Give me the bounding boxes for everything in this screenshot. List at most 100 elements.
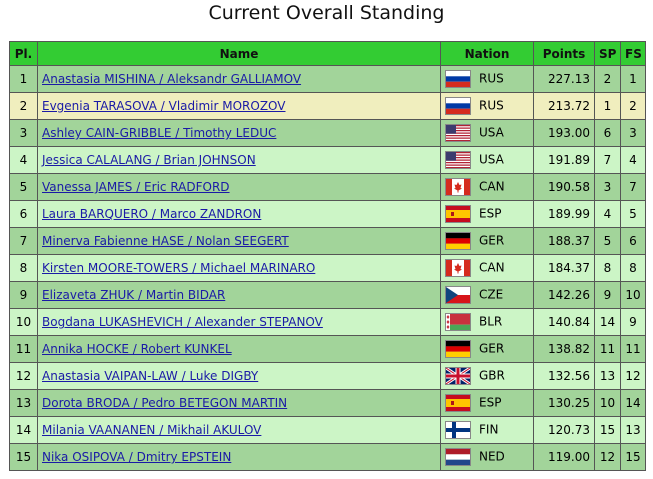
team-link[interactable]: Elizaveta ZHUK / Martin BIDAR [42, 288, 226, 302]
team-link[interactable]: Jessica CALALANG / Brian JOHNSON [42, 153, 256, 167]
team-link[interactable]: Anastasia VAIPAN-LAW / Luke DIGBY [42, 369, 259, 383]
points-cell: 140.84 [533, 308, 595, 336]
nation-cell: USA [440, 146, 534, 174]
flag-icon [445, 205, 471, 223]
fs-cell: 12 [620, 362, 646, 390]
rank-cell: 2 [9, 92, 38, 120]
column-header: Nation [440, 41, 534, 66]
flag-icon [445, 421, 471, 439]
table-row: 4 Jessica CALALANG / Brian JOHNSON USA 191.… [9, 146, 646, 174]
nation-code: GBR [479, 368, 505, 383]
fs-cell: 13 [620, 416, 646, 444]
points-cell: 213.72 [533, 92, 595, 120]
team-link[interactable]: Annika HOCKE / Robert KUNKEL [42, 342, 232, 356]
name-cell: Dorota BRODA / Pedro BETEGON MARTIN [37, 389, 441, 417]
rank-cell: 5 [9, 173, 38, 201]
sp-cell: 7 [594, 146, 621, 174]
fs-cell: 2 [620, 92, 646, 120]
nation-code: CAN [479, 260, 505, 275]
nation-cell: GER [440, 335, 534, 363]
fs-cell: 8 [620, 254, 646, 282]
table-row: 1 Anastasia MISHINA / Aleksandr GALLIAMOV… [9, 65, 646, 93]
name-cell: Vanessa JAMES / Eric RADFORD [37, 173, 441, 201]
sp-cell: 15 [594, 416, 621, 444]
nation-code: CAN [479, 179, 505, 194]
fs-cell: 15 [620, 443, 646, 471]
team-link[interactable]: Dorota BRODA / Pedro BETEGON MARTIN [42, 396, 288, 410]
flag-icon [445, 286, 471, 304]
name-cell: Anastasia VAIPAN-LAW / Luke DIGBY [37, 362, 441, 390]
name-cell: Nika OSIPOVA / Dmitry EPSTEIN [37, 443, 441, 471]
flag-icon [445, 70, 471, 88]
team-link[interactable]: Minerva Fabienne HASE / Nolan SEEGERT [42, 234, 289, 248]
team-link[interactable]: Evgenia TARASOVA / Vladimir MOROZOV [42, 99, 286, 113]
flag-icon [445, 394, 471, 412]
points-cell: 193.00 [533, 119, 595, 147]
page-title: Current Overall Standing [208, 2, 445, 24]
name-cell: Anastasia MISHINA / Aleksandr GALLIAMOV [37, 65, 441, 93]
points-cell: 130.25 [533, 389, 595, 417]
team-link[interactable]: Nika OSIPOVA / Dmitry EPSTEIN [42, 450, 232, 464]
nation-cell: NED [440, 443, 534, 471]
points-cell: 190.58 [533, 173, 595, 201]
nation-cell: BLR [440, 308, 534, 336]
fs-cell: 11 [620, 335, 646, 363]
rank-cell: 10 [9, 308, 38, 336]
team-link[interactable]: Anastasia MISHINA / Aleksandr GALLIAMOV [42, 72, 302, 86]
table-row: 6 Laura BARQUERO / Marco ZANDRON ESP 189.99… [9, 200, 646, 228]
rank-cell: 9 [9, 281, 38, 309]
nation-code: USA [479, 152, 504, 167]
sp-cell: 11 [594, 335, 621, 363]
table-row: 12 Anastasia VAIPAN-LAW / Luke DIGBY GBR 13… [9, 362, 646, 390]
name-cell: Bogdana LUKASHEVICH / Alexander STEPANOV [37, 308, 441, 336]
nation-cell: CAN [440, 173, 534, 201]
sp-cell: 5 [594, 227, 621, 255]
nation-code: BLR [479, 314, 503, 329]
team-link[interactable]: Bogdana LUKASHEVICH / Alexander STEPANOV [42, 315, 323, 329]
fs-cell: 4 [620, 146, 646, 174]
nation-cell: ESP [440, 200, 534, 228]
team-link[interactable]: Vanessa JAMES / Eric RADFORD [42, 180, 230, 194]
points-cell: 191.89 [533, 146, 595, 174]
team-link[interactable]: Ashley CAIN-GRIBBLE / Timothy LEDUC [42, 126, 277, 140]
name-cell: Laura BARQUERO / Marco ZANDRON [37, 200, 441, 228]
sp-cell: 1 [594, 92, 621, 120]
team-link[interactable]: Kirsten MOORE-TOWERS / Michael MARINARO [42, 261, 316, 275]
sp-cell: 13 [594, 362, 621, 390]
points-cell: 138.82 [533, 335, 595, 363]
points-cell: 119.00 [533, 443, 595, 471]
fs-cell: 6 [620, 227, 646, 255]
nation-code: GER [479, 233, 505, 248]
sp-cell: 12 [594, 443, 621, 471]
sp-cell: 8 [594, 254, 621, 282]
team-link[interactable]: Laura BARQUERO / Marco ZANDRON [42, 207, 262, 221]
rank-cell: 6 [9, 200, 38, 228]
rank-cell: 12 [9, 362, 38, 390]
fs-cell: 3 [620, 119, 646, 147]
sp-cell: 2 [594, 65, 621, 93]
nation-cell: CZE [440, 281, 534, 309]
table-row: 15 Nika OSIPOVA / Dmitry EPSTEIN NED 119.00… [9, 443, 646, 471]
fs-cell: 10 [620, 281, 646, 309]
rank-cell: 3 [9, 119, 38, 147]
points-cell: 188.37 [533, 227, 595, 255]
table-row: 3 Ashley CAIN-GRIBBLE / Timothy LEDUC USA 1… [9, 119, 646, 147]
sp-cell: 9 [594, 281, 621, 309]
name-cell: Ashley CAIN-GRIBBLE / Timothy LEDUC [37, 119, 441, 147]
nation-code: FIN [479, 422, 499, 437]
rank-cell: 8 [9, 254, 38, 282]
rank-cell: 1 [9, 65, 38, 93]
rank-cell: 13 [9, 389, 38, 417]
nation-code: CZE [479, 287, 504, 302]
table-row: 2 Evgenia TARASOVA / Vladimir MOROZOV RUS 2… [9, 92, 646, 120]
nation-cell: ESP [440, 389, 534, 417]
header-row: Pl. Name Nation Points SP FS [9, 41, 646, 66]
name-cell: Evgenia TARASOVA / Vladimir MOROZOV [37, 92, 441, 120]
points-cell: 227.13 [533, 65, 595, 93]
name-cell: Elizaveta ZHUK / Martin BIDAR [37, 281, 441, 309]
sp-cell: 4 [594, 200, 621, 228]
standings-table: Pl. Name Nation Points SP FS 1 Anastasia … [9, 41, 646, 471]
nation-code: USA [479, 125, 504, 140]
team-link[interactable]: Milania VAANANEN / Mikhail AKULOV [42, 423, 262, 437]
table-row: 14 Milania VAANANEN / Mikhail AKULOV FIN 12… [9, 416, 646, 444]
